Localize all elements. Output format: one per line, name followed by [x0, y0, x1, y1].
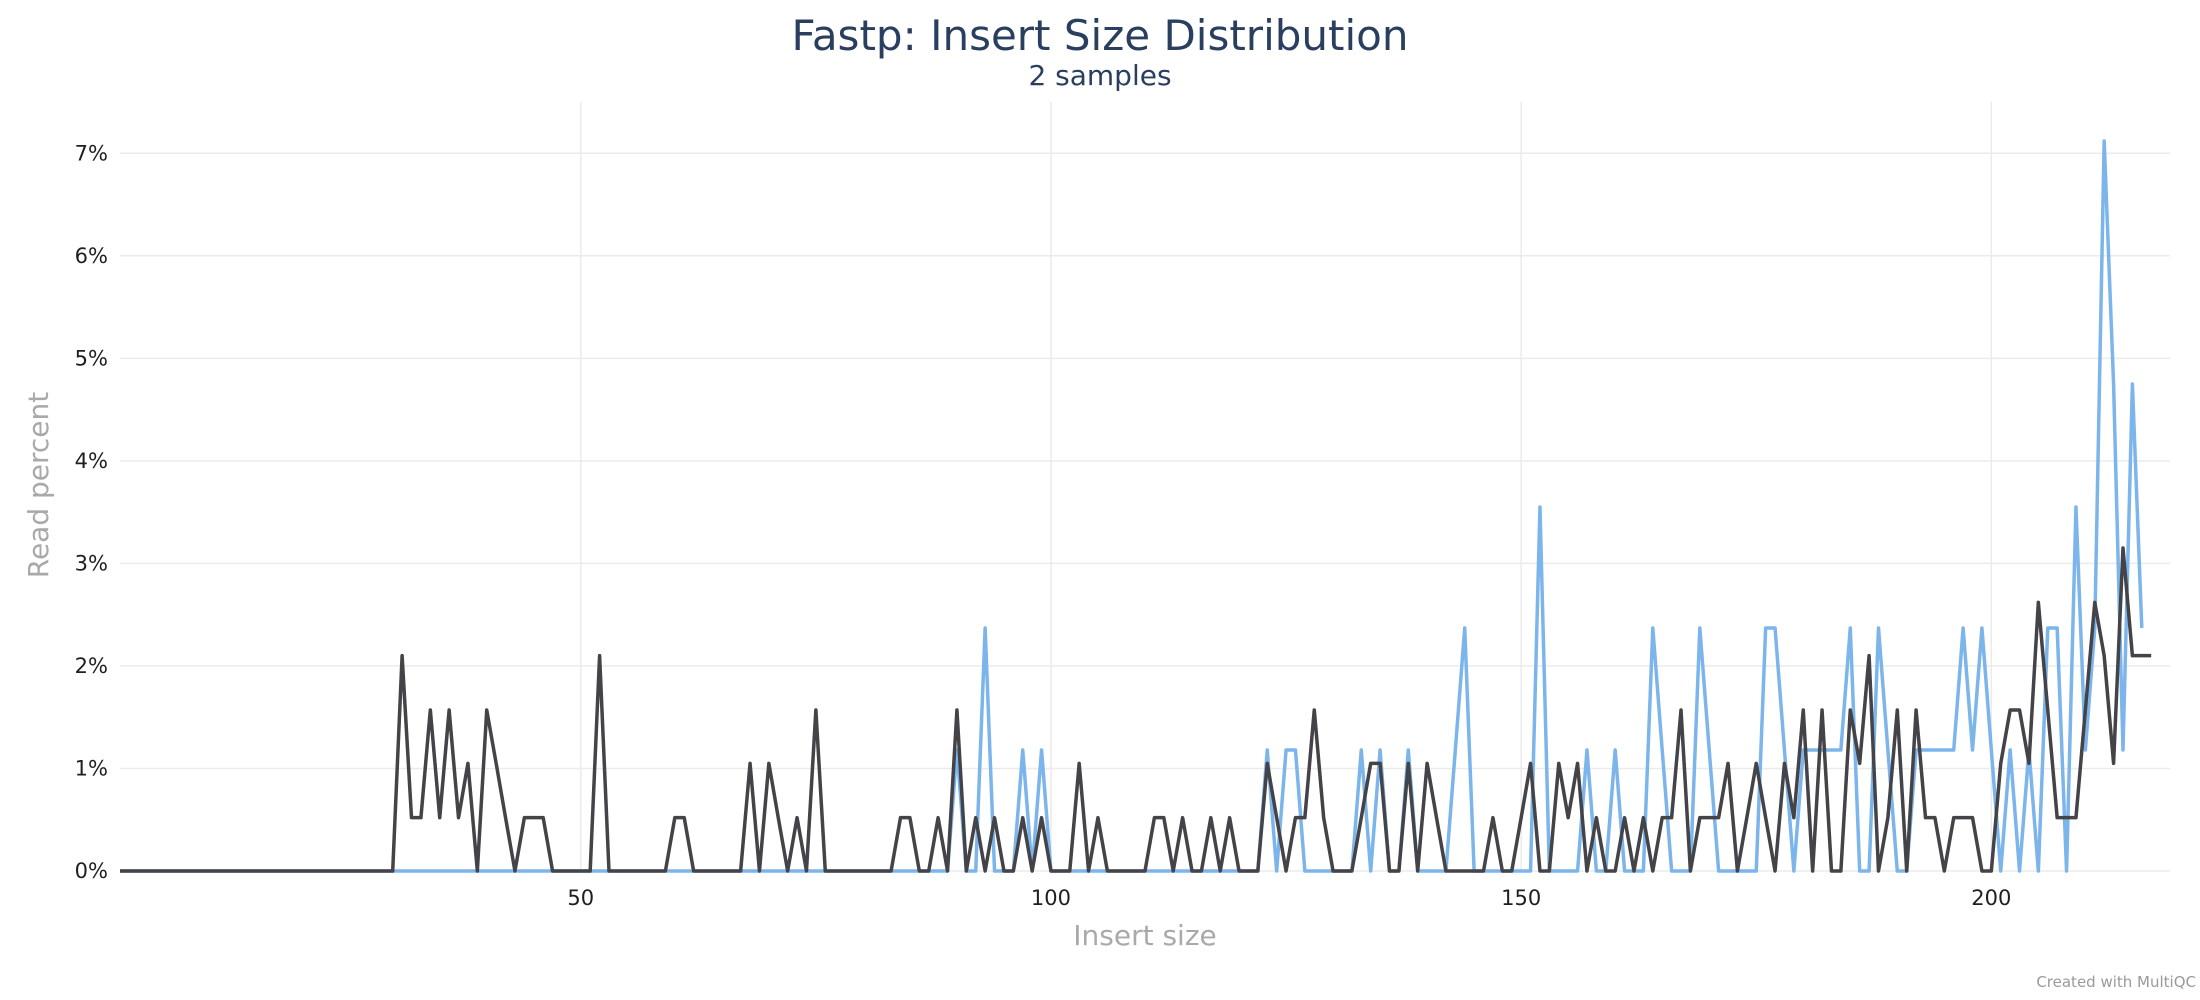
x-tick-label: 200 [1971, 886, 2011, 910]
y-tick-label: 5% [75, 346, 108, 370]
y-tick-label: 0% [75, 859, 108, 883]
series-line-2 [120, 546, 2152, 873]
y-tick-label: 7% [75, 141, 108, 165]
chart-subtitle: 2 samples [1028, 59, 1171, 92]
y-tick-label: 6% [75, 244, 108, 268]
multiqc-credit: Created with MultiQC [2036, 973, 2196, 991]
y-tick-label: 4% [75, 449, 108, 473]
y-tick-label: 1% [75, 756, 108, 780]
x-axis-title: Insert size [1073, 919, 1217, 952]
y-tick-label: 2% [75, 654, 108, 678]
y-tick-label: 3% [75, 551, 108, 575]
x-tick-label: 100 [1031, 886, 1071, 910]
gridlines [120, 102, 2170, 871]
x-tick-label: 150 [1501, 886, 1541, 910]
chart-title: Fastp: Insert Size Distribution [792, 11, 1409, 60]
series-lines [120, 139, 2152, 873]
x-tick-label: 50 [567, 886, 594, 910]
y-axis-ticks: 0% 1% 2% 3% 4% 5% 6% 7% [75, 141, 108, 883]
x-axis-ticks: 50 100 150 200 [567, 886, 2011, 910]
series-line-1 [120, 139, 2144, 873]
y-axis-title: Read percent [22, 392, 55, 579]
